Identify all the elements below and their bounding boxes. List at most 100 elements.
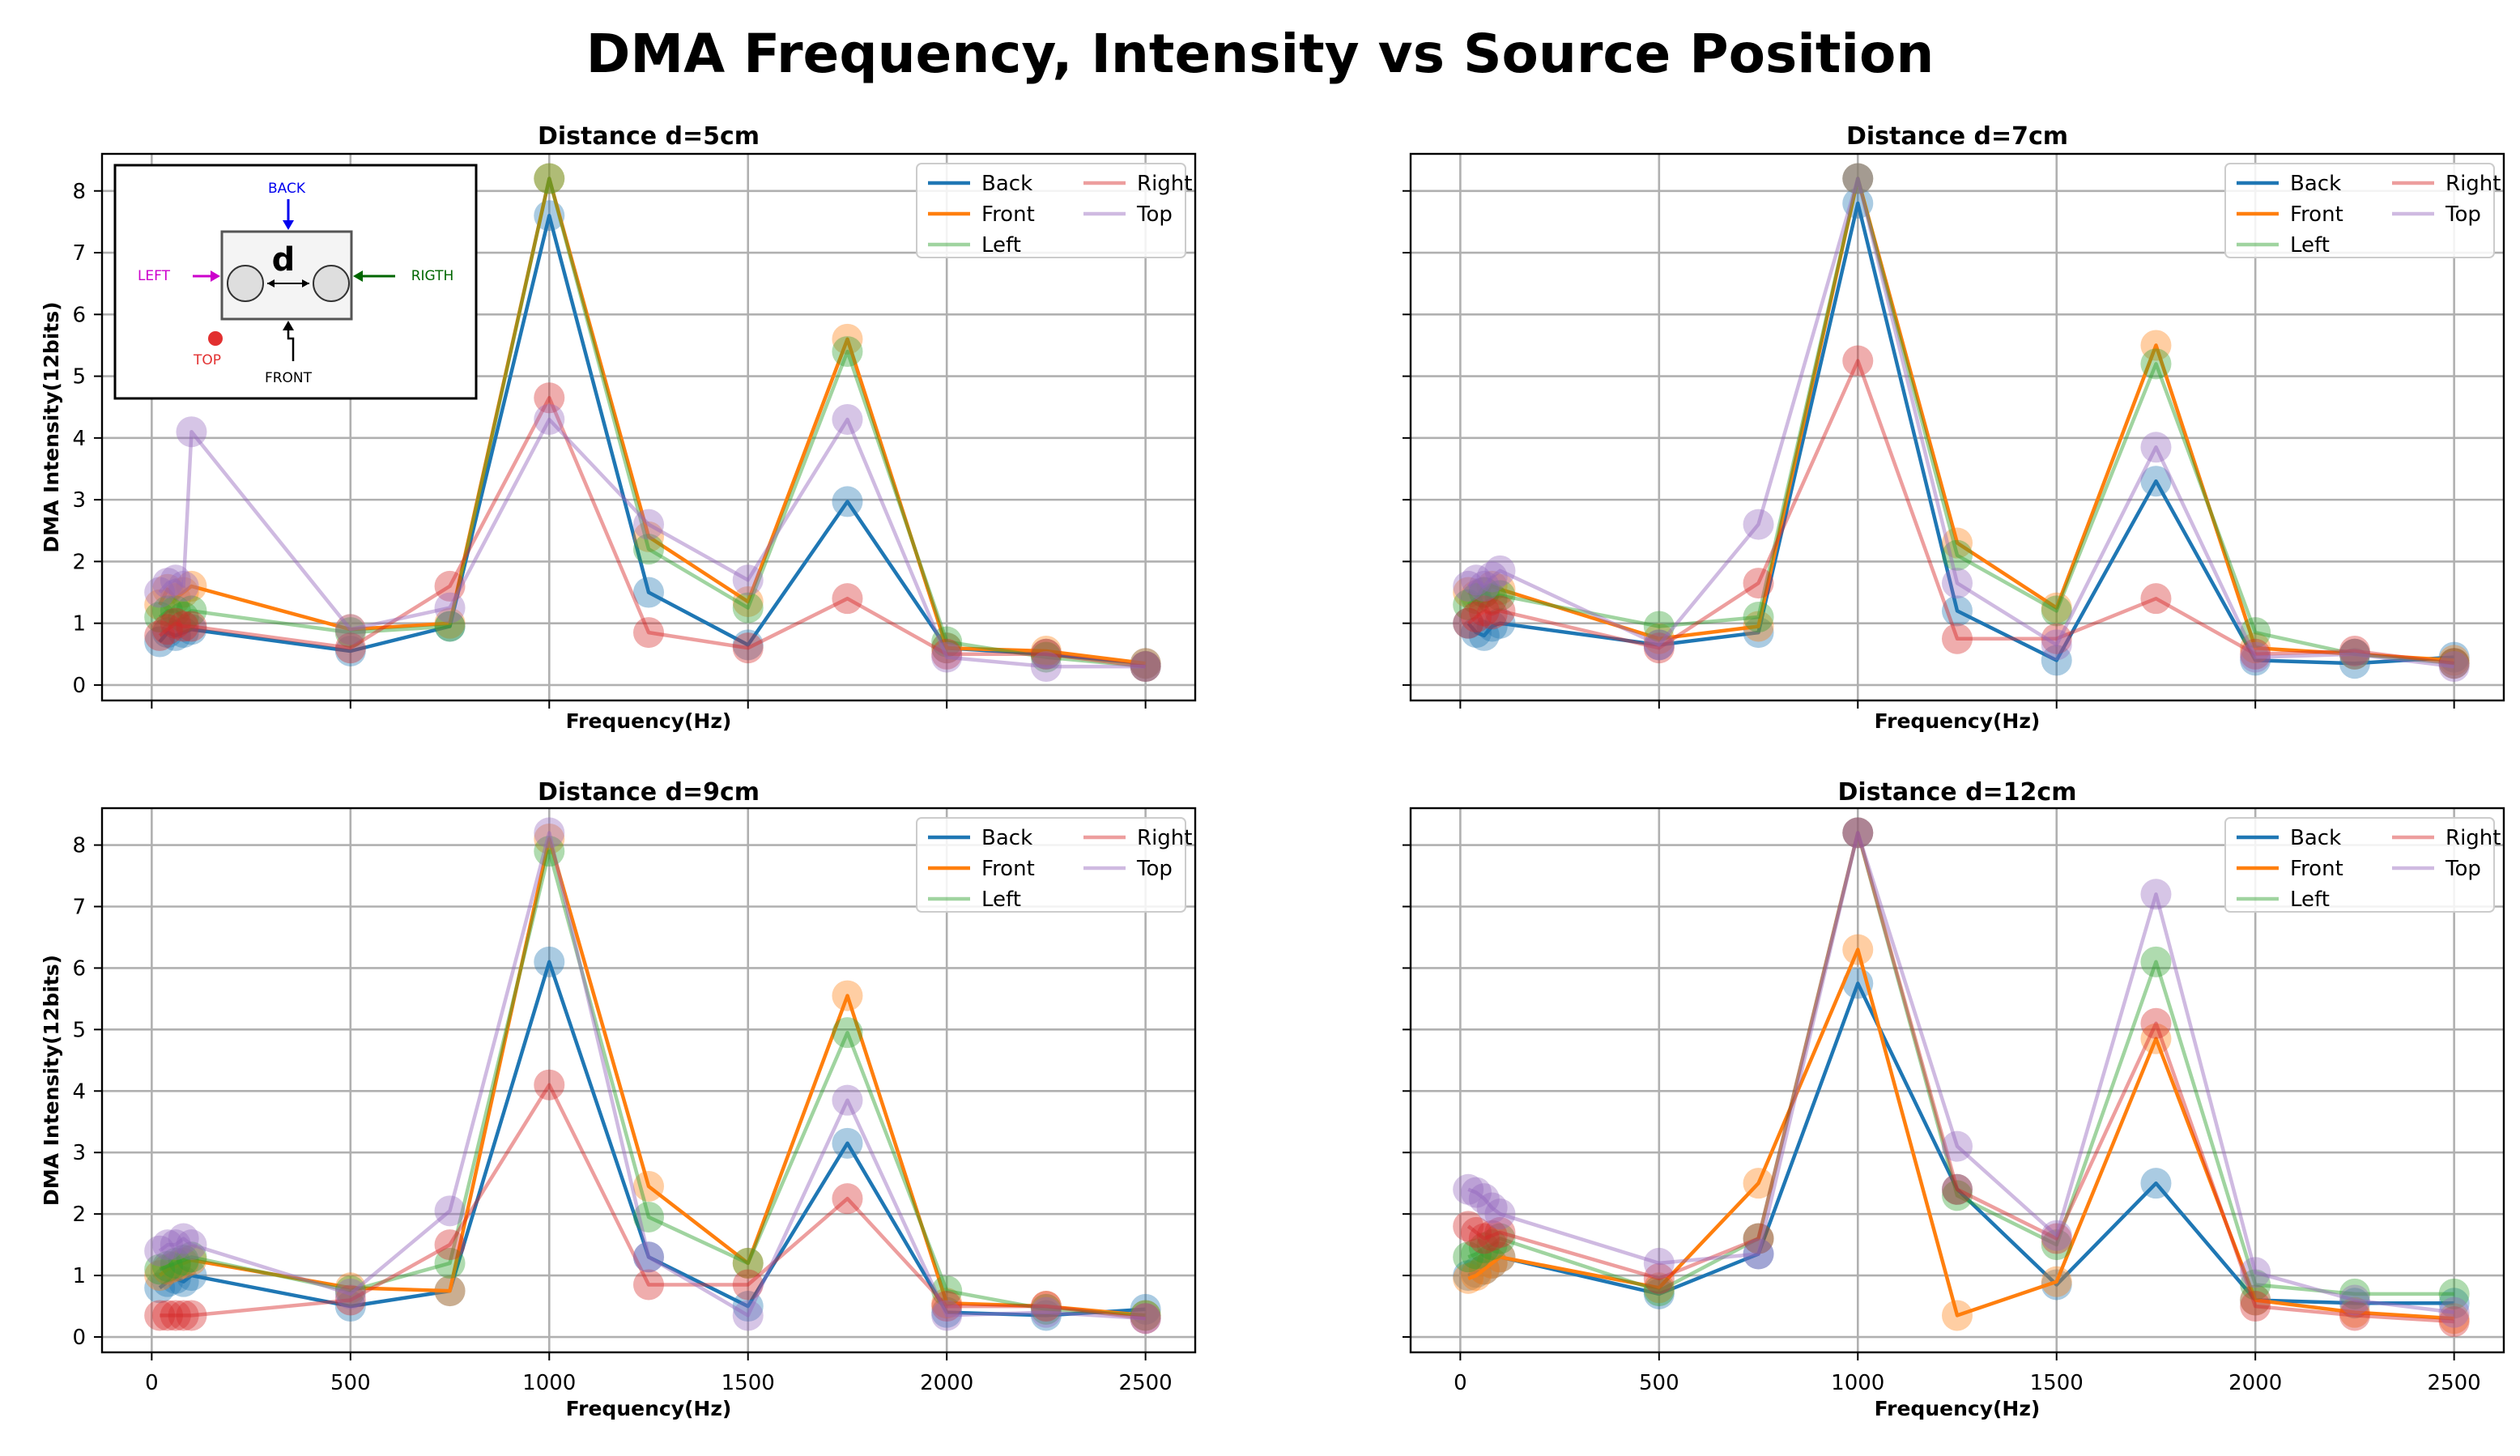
data-point-top — [2140, 432, 2172, 463]
data-point-left — [1942, 539, 1973, 571]
data-point-right — [1942, 623, 1973, 654]
data-point-back — [152, 617, 183, 649]
data-point-back — [1942, 595, 1973, 627]
data-point-left — [931, 1275, 963, 1307]
y-tick-label: 3 — [72, 1141, 86, 1165]
data-point-top — [1743, 509, 1774, 540]
y-tick-label: 1 — [72, 612, 86, 636]
legend-label-front: Front — [981, 857, 1035, 881]
data-point-front — [434, 607, 466, 639]
data-point-front — [534, 163, 565, 194]
data-point-right — [1453, 1211, 1484, 1242]
data-point-right — [1942, 1173, 1973, 1205]
data-point-right — [176, 1300, 207, 1331]
data-point-front — [1468, 577, 1500, 608]
data-point-front — [2041, 592, 2072, 624]
data-point-back — [1743, 617, 1774, 649]
data-point-front — [160, 583, 191, 615]
data-point-right — [434, 1229, 466, 1261]
data-point-left — [2438, 1278, 2470, 1309]
data-point-top — [168, 570, 199, 602]
data-point-left — [144, 1254, 176, 1285]
series-line-front — [1467, 177, 2454, 662]
data-point-left — [2339, 1278, 2370, 1309]
data-point-back — [168, 617, 199, 649]
data-point-left — [434, 611, 466, 642]
data-point-right — [1842, 817, 1874, 849]
data-point-top — [2140, 879, 2172, 910]
data-point-right — [1468, 1223, 1500, 1254]
data-point-left — [1476, 583, 1508, 615]
data-point-back — [1484, 607, 1516, 639]
data-point-left — [1468, 1232, 1500, 1263]
right-label: RIGTH — [411, 268, 454, 284]
data-point-right — [144, 1300, 176, 1331]
data-point-left — [176, 1241, 207, 1273]
data-point-back — [2140, 1168, 2172, 1199]
data-point-top — [2438, 651, 2470, 683]
data-point-front — [1130, 1300, 1161, 1331]
data-point-left — [2140, 348, 2172, 380]
data-point-top — [633, 1241, 664, 1273]
series-line-right — [160, 1083, 1146, 1321]
data-point-front — [1842, 934, 1874, 965]
data-point-front — [176, 570, 207, 602]
data-point-back — [334, 635, 366, 666]
back-label: BACK — [268, 181, 306, 197]
legend-label-back: Back — [2290, 172, 2341, 196]
data-point-front — [168, 1247, 199, 1279]
legend-label-back: Back — [2290, 826, 2341, 850]
series-line-top — [1466, 177, 2454, 669]
data-point-right — [176, 611, 207, 642]
data-point-left — [1461, 583, 1492, 615]
data-point-top — [1468, 1183, 1500, 1215]
data-point-front — [732, 585, 764, 617]
data-point-front — [2438, 1303, 2470, 1335]
data-point-front — [1743, 1168, 1774, 1199]
data-point-front — [732, 1247, 764, 1279]
data-point-left — [168, 602, 199, 633]
data-point-front — [144, 1260, 176, 1292]
series-line-left — [158, 177, 1146, 669]
data-point-top — [1842, 163, 1874, 194]
series-line-back — [1466, 201, 2454, 666]
data-point-back — [1468, 619, 1500, 651]
data-point-top — [1476, 561, 1508, 593]
data-point-front — [434, 1275, 466, 1307]
data-point-front — [931, 1288, 963, 1319]
chart-panel-4: 0 500 1000 1500 2000 2500 Distance d=12cm Frequ… — [1403, 778, 2505, 1420]
data-point-front — [1030, 1291, 1062, 1322]
data-point-back — [2438, 1288, 2470, 1319]
data-point-top — [832, 403, 863, 435]
data-point-right — [534, 1069, 565, 1101]
back-arrowhead — [283, 220, 294, 230]
x-tick-label: 1000 — [1831, 1371, 1884, 1395]
legend: Back Front Left Right Top — [2224, 817, 2501, 913]
data-point-back — [1461, 617, 1492, 649]
microphone-right-icon — [313, 265, 350, 302]
data-point-right — [1030, 638, 1062, 670]
x-tick-label: 0 — [1454, 1371, 1467, 1395]
data-point-top — [1484, 1198, 1516, 1230]
data-point-front — [1461, 580, 1492, 611]
data-point-front — [144, 589, 176, 620]
data-point-front — [176, 1245, 207, 1276]
data-point-top — [176, 1229, 207, 1261]
data-point-right — [2438, 648, 2470, 679]
data-point-front — [2339, 638, 2370, 670]
data-point-front — [2140, 1023, 2172, 1054]
data-point-left — [434, 1247, 466, 1279]
legend-label-top: Top — [2445, 202, 2481, 227]
data-point-left — [832, 336, 863, 368]
data-point-top — [2240, 641, 2271, 673]
legend-label-left: Left — [2290, 233, 2330, 258]
data-point-left — [1643, 1275, 1675, 1307]
data-point-back — [2140, 466, 2172, 497]
y-tick-label: 5 — [72, 1018, 86, 1042]
y-tick-label: 2 — [72, 550, 86, 574]
right-arrowhead — [353, 270, 363, 282]
x-tick-label: 2500 — [2428, 1371, 2481, 1395]
data-point-top — [633, 509, 664, 540]
legend: Back Front Left Right Top — [916, 817, 1192, 913]
